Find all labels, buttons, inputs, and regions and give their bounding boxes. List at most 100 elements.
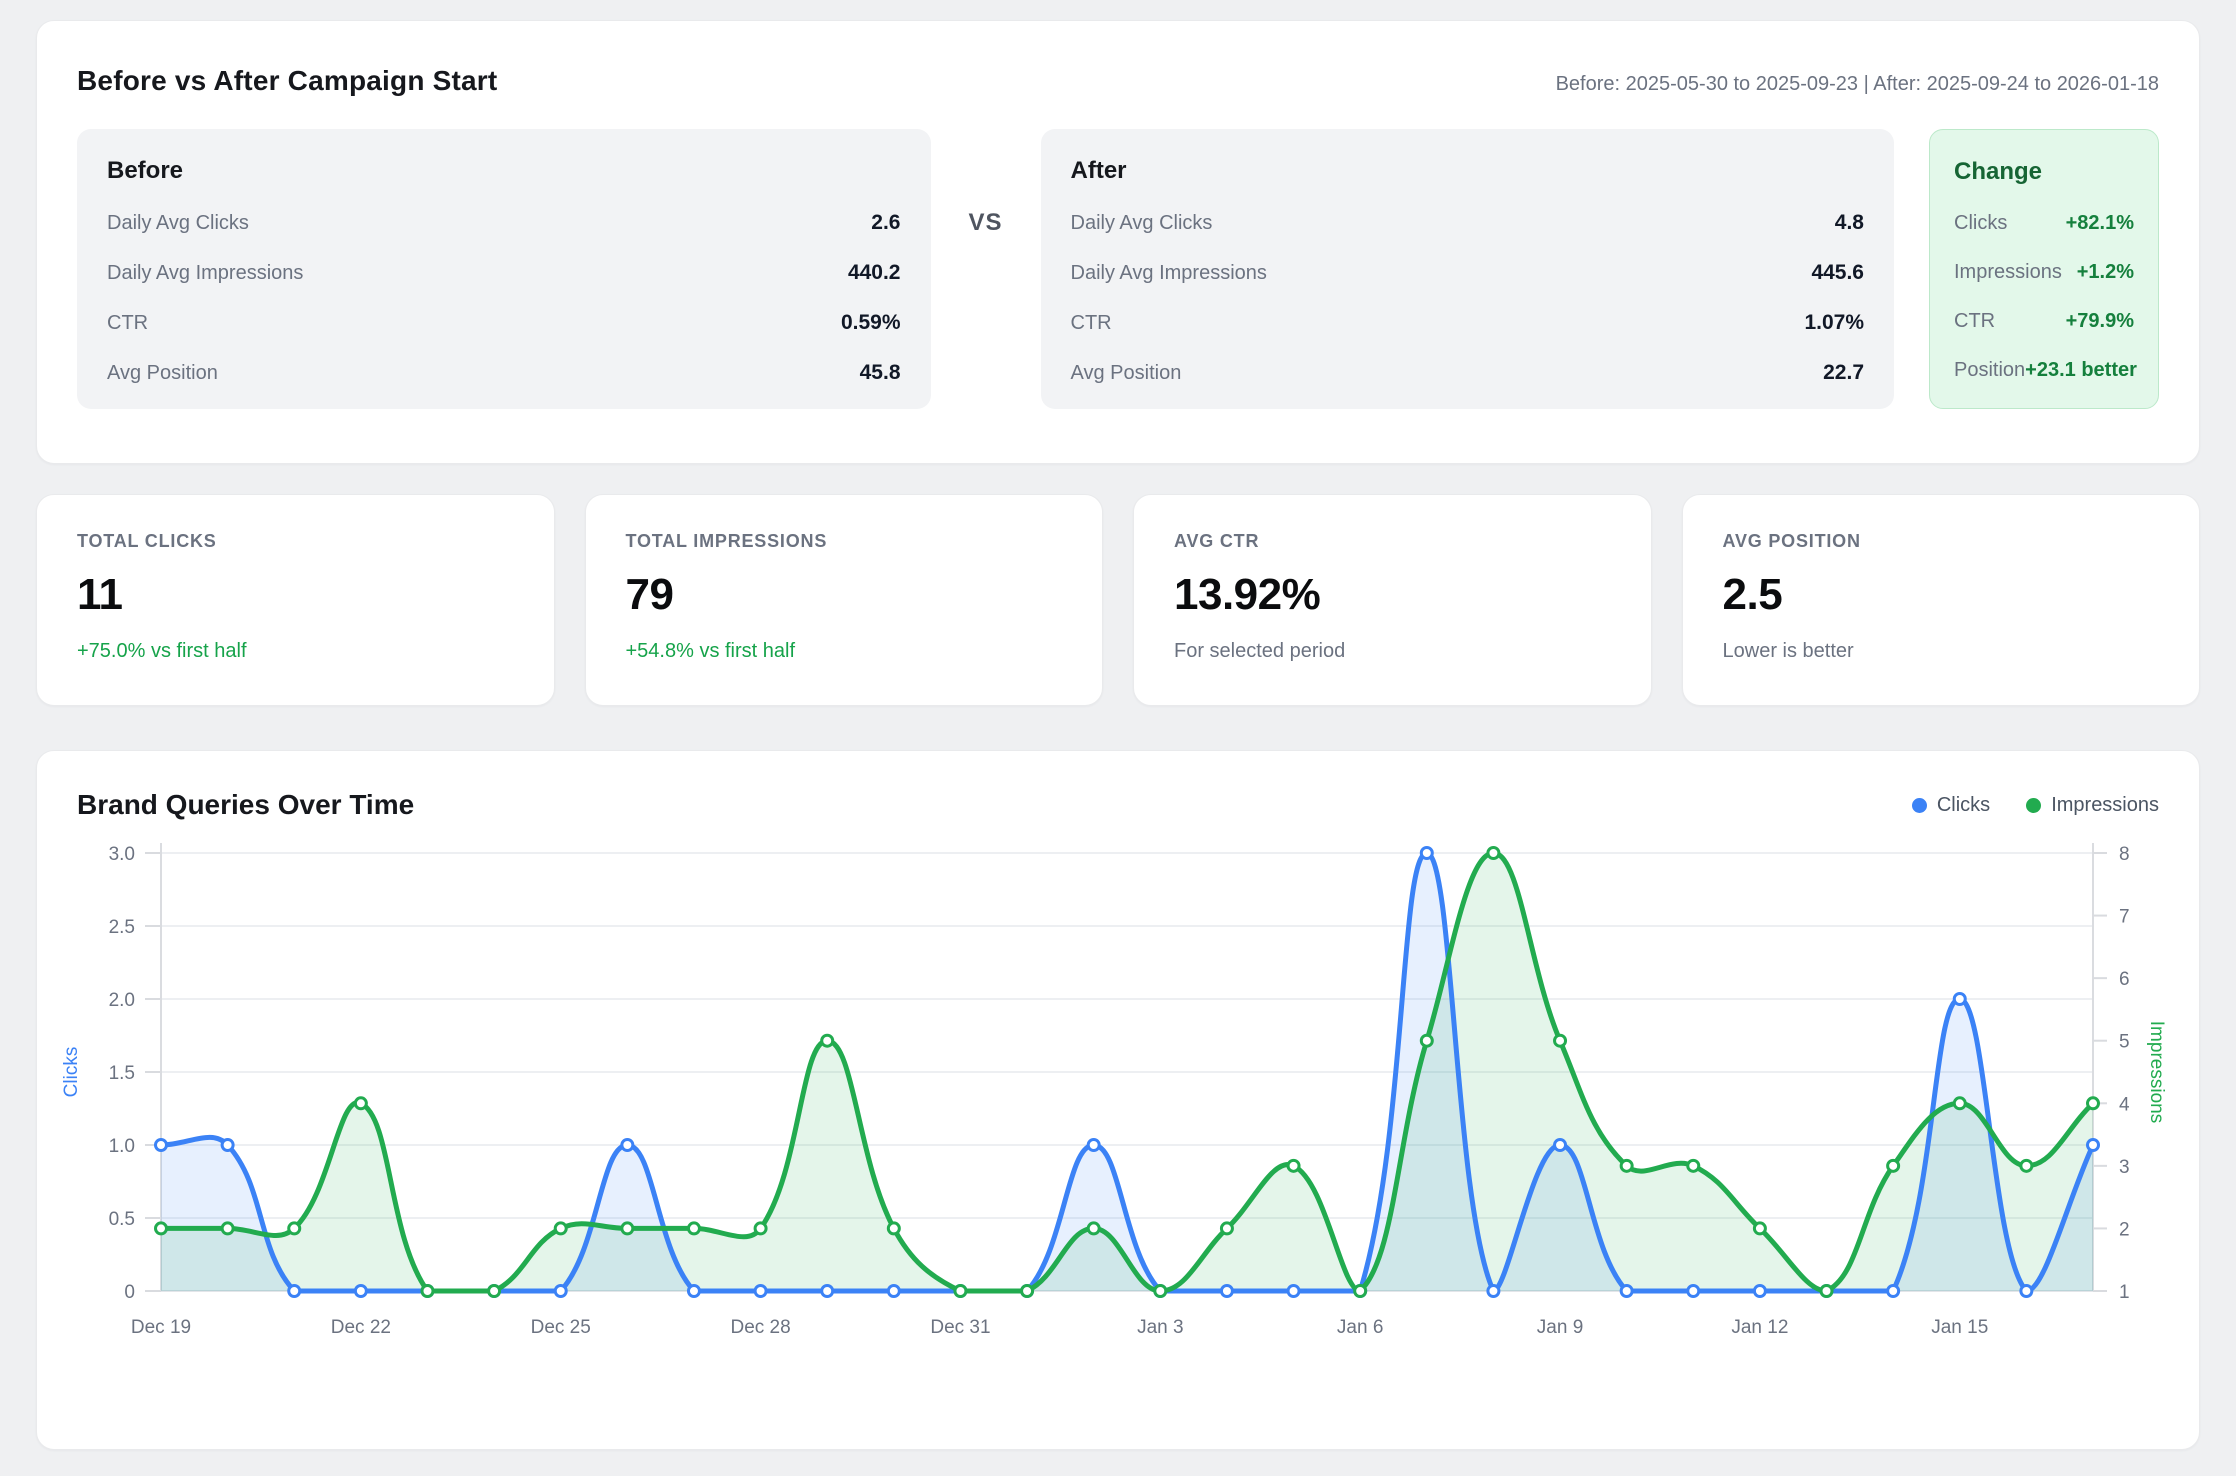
metric-row: Daily Avg Clicks 4.8 xyxy=(1071,211,1865,235)
clicks-point xyxy=(886,1284,901,1298)
before-panel-title: Before xyxy=(107,157,184,184)
clicks-point xyxy=(1486,1284,1501,1298)
clicks-point xyxy=(220,1138,235,1152)
right-tick-label: 1 xyxy=(2119,1282,2130,1303)
impressions-point xyxy=(1553,1033,1568,1048)
metric-label: Avg Position xyxy=(107,362,218,384)
stat-note: +54.8% vs first half xyxy=(625,640,796,662)
impressions-point xyxy=(1886,1158,1901,1173)
impressions-area xyxy=(161,853,2093,1291)
change-label: Position xyxy=(1954,359,2026,381)
left-tick-label: 1.0 xyxy=(109,1136,135,1157)
clicks-point xyxy=(1686,1284,1701,1298)
impressions-point xyxy=(154,1221,168,1236)
impressions-point xyxy=(1353,1284,1368,1298)
change-row: CTR +79.9% xyxy=(1954,310,2134,333)
chart-legend: Clicks Impressions xyxy=(1911,793,2159,817)
stats-row: TOTAL CLICKS 11 +75.0% vs first half TOT… xyxy=(36,494,2200,706)
metric-row: Avg Position 45.8 xyxy=(107,361,901,385)
impressions-point xyxy=(686,1221,701,1236)
change-panel: Change Clicks +82.1% Impressions +1.2% C… xyxy=(1929,129,2159,409)
vs-label: VS xyxy=(968,209,1003,236)
impressions-point xyxy=(553,1221,568,1236)
metric-value: 440.2 xyxy=(847,261,901,284)
stat-label: AVG POSITION xyxy=(1722,531,1861,551)
metric-label: Avg Position xyxy=(1070,362,1182,384)
impressions-point xyxy=(220,1221,235,1236)
metric-label: CTR xyxy=(1070,312,1112,334)
clicks-area xyxy=(161,853,2093,1291)
stat-card-avg-ctr: AVG CTR 13.92% For selected period xyxy=(1133,494,1652,706)
legend-item-clicks[interactable]: Clicks xyxy=(1911,793,1991,817)
right-tick-label: 4 xyxy=(2119,1094,2130,1115)
clicks-point xyxy=(1419,846,1434,860)
impressions-point xyxy=(1952,1096,1967,1111)
left-tick-label: 0 xyxy=(124,1282,135,1303)
metric-row: Avg Position 22.7 xyxy=(1071,361,1865,385)
clicks-point xyxy=(2086,1138,2100,1152)
impressions-point xyxy=(1752,1221,1767,1236)
impressions-point xyxy=(1086,1221,1101,1236)
right-axis-title: Impressions xyxy=(2146,1021,2167,1123)
clicks-point xyxy=(1219,1284,1234,1298)
change-value: +79.9% xyxy=(2065,310,2134,332)
impressions-point xyxy=(287,1221,302,1236)
x-tick-label: Dec 19 xyxy=(131,1317,191,1338)
impressions-point xyxy=(953,1284,968,1298)
x-tick-label: Dec 31 xyxy=(930,1317,990,1338)
left-tick-label: 1.5 xyxy=(109,1063,135,1084)
metric-value: 1.07% xyxy=(1804,311,1864,334)
impressions-point xyxy=(2086,1096,2100,1111)
x-tick-label: Jan 12 xyxy=(1731,1317,1788,1338)
chart-svg[interactable]: 0 0.5 1.0 1.5 2.0 2.5 3.0 1 2 3 4 5 6 7 8 Dec 19 Dec 22 D… xyxy=(37,827,2199,1437)
change-row: Impressions +1.2% xyxy=(1954,261,2134,284)
metric-label: Daily Avg Clicks xyxy=(107,212,249,234)
impressions-point xyxy=(1686,1158,1701,1173)
change-panel-title: Change xyxy=(1954,158,2043,185)
metric-label: Daily Avg Impressions xyxy=(1070,262,1267,284)
metric-label: Daily Avg Impressions xyxy=(107,262,304,284)
stat-value: 79 xyxy=(625,570,674,619)
x-tick-label: Jan 9 xyxy=(1537,1317,1583,1338)
impressions-point xyxy=(2019,1158,2034,1173)
impressions-point xyxy=(1020,1284,1035,1298)
date-range-text: Before: 2025-05-30 to 2025-09-23 | After… xyxy=(1555,73,2159,95)
clicks-point xyxy=(1086,1138,1101,1152)
impressions-point xyxy=(1486,846,1501,860)
metric-row: Daily Avg Clicks 2.6 xyxy=(107,211,901,235)
clicks-point xyxy=(1886,1284,1901,1298)
stat-card-avg-position: AVG POSITION 2.5 Lower is better xyxy=(1681,494,2200,706)
stat-label: TOTAL CLICKS xyxy=(77,531,217,551)
impressions-point xyxy=(1286,1158,1301,1173)
legend-item-impressions[interactable]: Impressions xyxy=(2026,794,2159,817)
clicks-point xyxy=(686,1284,701,1298)
clicks-point xyxy=(620,1138,635,1152)
impressions-point xyxy=(487,1284,502,1298)
right-tick-label: 8 xyxy=(2119,844,2130,865)
left-tick-label: 3.0 xyxy=(109,844,135,865)
x-tick-label: Jan 3 xyxy=(1137,1317,1183,1338)
change-label: CTR xyxy=(1954,310,1996,332)
change-row: Position +23.1 better xyxy=(1954,359,2137,382)
metric-row: CTR 0.59% xyxy=(107,311,901,335)
clicks-point xyxy=(1619,1284,1634,1298)
legend-label: Clicks xyxy=(1936,793,1991,816)
clicks-point xyxy=(1553,1138,1568,1152)
clicks-point xyxy=(2019,1284,2034,1298)
right-tick-label: 3 xyxy=(2119,1157,2130,1178)
impressions-point xyxy=(753,1221,768,1236)
metric-value: 45.8 xyxy=(859,361,901,384)
stat-note: Lower is better xyxy=(1722,640,1854,662)
metric-value: 445.6 xyxy=(1811,261,1864,284)
change-label: Impressions xyxy=(1954,261,2062,283)
clicks-point xyxy=(753,1284,768,1298)
clicks-point xyxy=(1752,1284,1767,1298)
metric-value: 0.59% xyxy=(840,311,901,334)
plot-area xyxy=(154,846,2100,1298)
vs-separator: VS xyxy=(931,129,1041,409)
x-tick-label: Jan 15 xyxy=(1931,1317,1988,1338)
chart-card: Brand Queries Over Time Clicks Impressio… xyxy=(36,750,2200,1450)
x-tick-label: Jan 6 xyxy=(1337,1317,1383,1338)
clicks-point xyxy=(1286,1284,1301,1298)
stat-card-total-clicks: TOTAL CLICKS 11 +75.0% vs first half xyxy=(36,494,555,706)
